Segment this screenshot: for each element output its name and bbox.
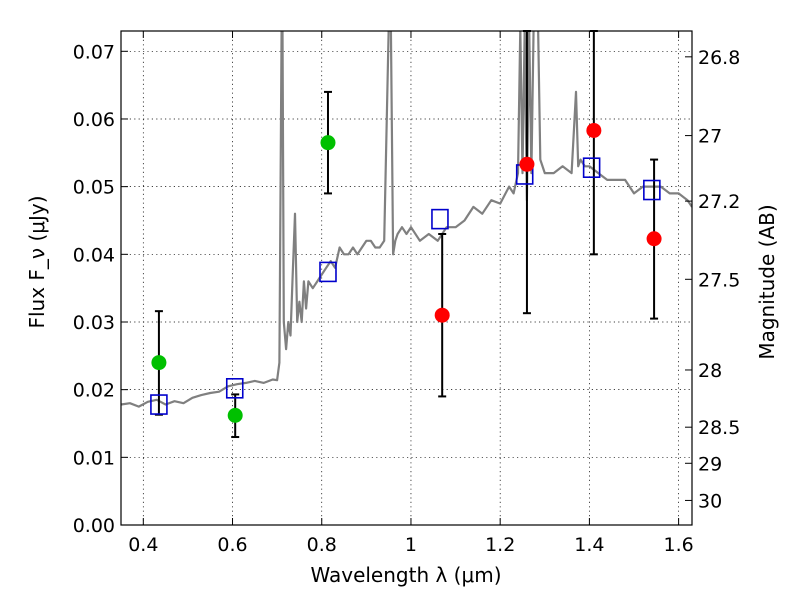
grid-layer <box>121 31 692 526</box>
model-point-square <box>150 394 168 415</box>
x-tick-label: 1 <box>405 534 417 556</box>
y-tick-label: 0.05 <box>73 177 115 199</box>
right-tick-label: 27 <box>698 126 722 148</box>
y-tick-label: 0.04 <box>73 244 115 266</box>
right-tick-label: 28.5 <box>698 417 740 439</box>
plot-layer <box>121 30 692 439</box>
red-data-point <box>586 122 602 138</box>
model-point-square <box>225 378 244 399</box>
model-point-square <box>319 261 337 283</box>
tick-layer: 0.4 0.6 0.8 1 1.2 1.4 1.6 0.00 0.01 0.02 0.03 0.04 0… <box>73 31 740 556</box>
plot-frame <box>120 30 693 526</box>
y-axis-label: Flux F_ν (μJy) <box>25 195 49 328</box>
red-data-point <box>646 231 662 247</box>
right-tick-label: 27.5 <box>698 269 740 291</box>
right-tick-label: 30 <box>698 490 722 512</box>
model-point-square <box>431 208 449 230</box>
y-tick-label: 0.00 <box>73 515 115 537</box>
green-data-point <box>227 407 243 423</box>
red-data-point <box>434 307 450 323</box>
x-tick-label: 0.4 <box>128 534 158 556</box>
x-tick-label: 0.6 <box>217 534 247 556</box>
y-tick-label: 0.02 <box>73 380 115 402</box>
x-tick-label: 0.8 <box>307 534 337 556</box>
right-tick-label: 26.8 <box>698 47 740 69</box>
green-data-point <box>151 355 167 371</box>
model-point-square <box>582 157 601 178</box>
right-axis-label: Magnitude (AB) <box>755 204 779 359</box>
right-tick-label: 28 <box>698 360 722 382</box>
y-tick-label: 0.03 <box>73 312 115 334</box>
x-axis-label: Wavelength λ (μm) <box>310 563 501 587</box>
right-tick-label: 29 <box>698 453 722 475</box>
x-tick-label: 1.4 <box>574 534 604 556</box>
red-data-point <box>519 156 535 172</box>
y-tick-label: 0.07 <box>73 41 115 63</box>
x-tick-label: 1.6 <box>664 534 694 556</box>
y-tick-label: 0.01 <box>73 447 115 469</box>
green-data-point <box>320 135 336 151</box>
x-tick-label: 1.2 <box>485 534 515 556</box>
model-point-square <box>643 179 661 201</box>
y-tick-label: 0.06 <box>73 109 115 131</box>
plot-clipped-group <box>121 31 692 408</box>
sed-line <box>121 31 692 408</box>
frame-layer <box>120 30 693 526</box>
right-tick-label: 27.2 <box>698 191 740 213</box>
